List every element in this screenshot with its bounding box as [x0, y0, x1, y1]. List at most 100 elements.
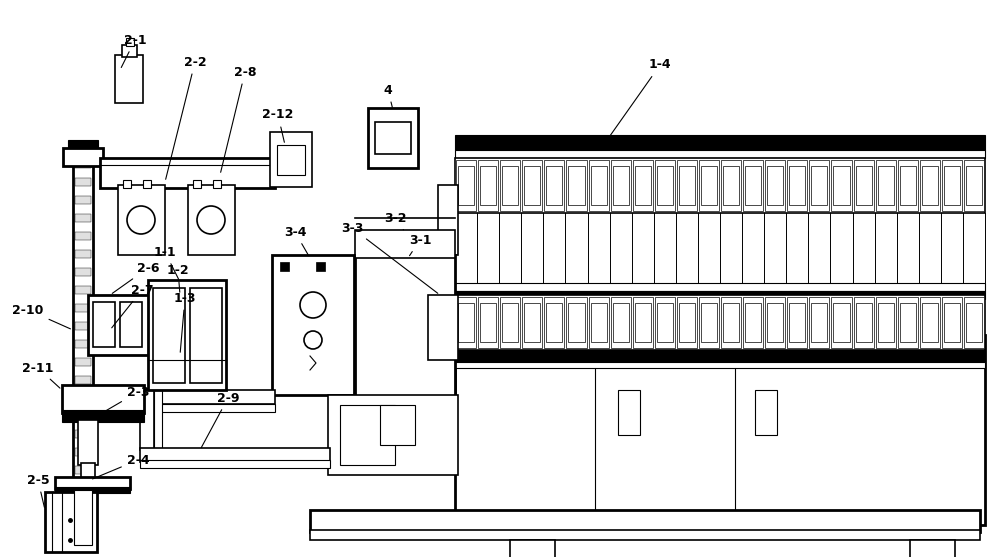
Bar: [745, 303, 761, 342]
Text: 2-1: 2-1: [121, 33, 146, 67]
Bar: [590, 166, 607, 205]
Bar: [502, 166, 518, 205]
Bar: [831, 160, 852, 211]
Bar: [854, 297, 874, 348]
Bar: [699, 297, 719, 348]
Bar: [942, 160, 962, 211]
Bar: [677, 160, 697, 211]
Bar: [833, 166, 850, 205]
Text: 1-1: 1-1: [154, 246, 179, 280]
Bar: [966, 166, 982, 205]
Bar: [480, 166, 496, 205]
Bar: [588, 160, 609, 211]
Text: 2-4: 2-4: [93, 453, 149, 479]
Bar: [355, 255, 455, 430]
Bar: [478, 160, 498, 211]
Text: 2-10: 2-10: [12, 304, 70, 329]
Bar: [655, 297, 675, 348]
Bar: [63, 148, 103, 166]
Bar: [743, 297, 763, 348]
Bar: [455, 350, 985, 362]
Bar: [122, 45, 137, 57]
Bar: [524, 303, 540, 342]
Bar: [428, 295, 458, 360]
Bar: [115, 55, 143, 103]
Bar: [270, 132, 312, 187]
Bar: [635, 303, 651, 342]
Bar: [478, 297, 498, 348]
Bar: [188, 185, 235, 255]
Text: 3-3: 3-3: [341, 222, 438, 294]
Text: 2-5: 2-5: [27, 473, 49, 507]
Bar: [455, 283, 985, 291]
Bar: [789, 303, 805, 342]
Bar: [789, 166, 805, 205]
Bar: [455, 135, 985, 150]
Bar: [458, 166, 474, 205]
Bar: [878, 303, 894, 342]
Bar: [153, 288, 185, 383]
Bar: [745, 166, 761, 205]
Bar: [743, 160, 763, 211]
Text: 1-4: 1-4: [602, 58, 671, 148]
Circle shape: [304, 331, 322, 349]
Bar: [190, 288, 222, 383]
Bar: [922, 303, 938, 342]
Bar: [123, 180, 131, 188]
Text: 1-2: 1-2: [167, 263, 189, 292]
Text: 2-2: 2-2: [166, 56, 206, 179]
Bar: [75, 232, 91, 240]
Bar: [811, 303, 827, 342]
Bar: [811, 166, 827, 205]
Bar: [455, 291, 985, 299]
Bar: [93, 302, 115, 347]
Bar: [833, 303, 850, 342]
Bar: [721, 160, 741, 211]
Bar: [922, 166, 938, 205]
Bar: [767, 166, 783, 205]
Bar: [455, 158, 985, 213]
Bar: [765, 160, 785, 211]
Bar: [75, 304, 91, 312]
Bar: [62, 410, 144, 422]
Bar: [75, 268, 91, 276]
Bar: [966, 303, 982, 342]
Bar: [75, 286, 91, 294]
Bar: [767, 303, 783, 342]
Bar: [75, 484, 91, 492]
Bar: [910, 540, 955, 557]
Bar: [809, 160, 829, 211]
Bar: [854, 160, 874, 211]
Text: 2-11: 2-11: [22, 361, 60, 388]
Bar: [118, 185, 165, 255]
Bar: [510, 540, 555, 557]
Bar: [55, 477, 130, 489]
Bar: [920, 160, 940, 211]
Bar: [75, 412, 91, 420]
Bar: [73, 145, 93, 515]
Bar: [831, 297, 852, 348]
Bar: [856, 166, 872, 205]
Bar: [340, 405, 395, 465]
Bar: [723, 303, 739, 342]
Bar: [809, 297, 829, 348]
Bar: [787, 160, 807, 211]
Bar: [635, 166, 651, 205]
Bar: [544, 297, 564, 348]
Bar: [964, 297, 984, 348]
Bar: [148, 280, 226, 390]
Bar: [310, 530, 980, 540]
Bar: [657, 303, 673, 342]
Bar: [522, 297, 542, 348]
Bar: [500, 160, 520, 211]
Bar: [699, 160, 719, 211]
Bar: [568, 303, 584, 342]
Bar: [456, 160, 476, 211]
Bar: [544, 160, 564, 211]
Text: 2-8: 2-8: [221, 66, 256, 172]
Bar: [920, 297, 940, 348]
Text: 3-1: 3-1: [409, 233, 431, 256]
Bar: [455, 362, 985, 368]
Bar: [316, 262, 325, 271]
Bar: [380, 405, 415, 445]
